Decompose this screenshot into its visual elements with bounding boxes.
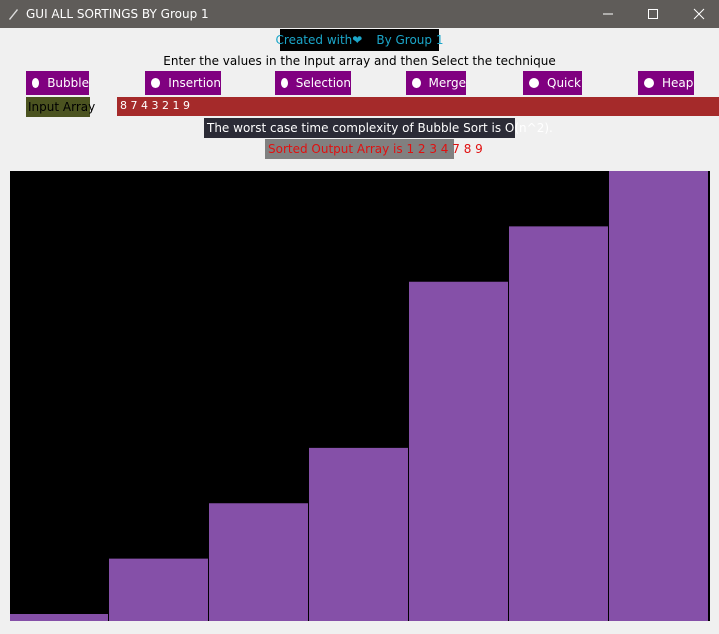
output-label: Sorted Output Array is 1 2 3 4 7 8 9 [265,139,483,159]
technique-radio[interactable]: Quick [523,71,582,95]
instruction: Enter the values in the Input array and … [163,54,556,68]
radio-indicator[interactable] [32,78,40,88]
author: By Group 1 [376,33,444,47]
window-title: GUI ALL SORTINGS BY Group 1 [26,7,209,21]
technique-label[interactable]: Selection [295,76,351,90]
app-icon [9,9,18,20]
credit-label: Created with❤ By Group 1 [276,29,443,51]
technique-radio[interactable]: Insertion [145,71,221,95]
radio-indicator[interactable] [412,78,421,88]
bar [609,171,708,621]
bar [10,614,108,621]
radio-indicator[interactable] [151,78,161,88]
maximize-button[interactable] [645,6,661,22]
bar [409,281,508,621]
bar [309,447,408,621]
bar-canvas [10,171,710,621]
radio-indicator[interactable] [644,78,654,88]
technique-radio[interactable]: Bubble [26,71,89,95]
technique-label[interactable]: Bubble [47,76,89,90]
close-button[interactable] [691,6,707,22]
input-label: Input Array [26,97,95,117]
bar [109,558,208,621]
complexity-label: The worst case time complexity of Bubble… [204,118,553,138]
technique-label[interactable]: Merge [428,76,466,90]
minimize-button[interactable] [600,6,616,22]
technique-radio[interactable]: Heap [638,71,694,95]
input-field[interactable]: 8 7 4 3 2 1 9 [117,97,719,116]
technique-label[interactable]: Quick [547,76,581,90]
technique-radio[interactable]: Selection [275,71,351,95]
technique-label[interactable]: Heap [662,76,694,90]
title-bar: GUI ALL SORTINGS BY Group 1 [0,0,719,28]
bar [209,503,308,621]
radio-indicator[interactable] [529,78,539,88]
credit: Created with❤ [275,33,363,47]
technique-label[interactable]: Insertion [168,76,221,90]
bar [509,226,608,621]
technique-radio[interactable]: Merge [406,71,466,95]
radio-indicator[interactable] [281,78,288,88]
